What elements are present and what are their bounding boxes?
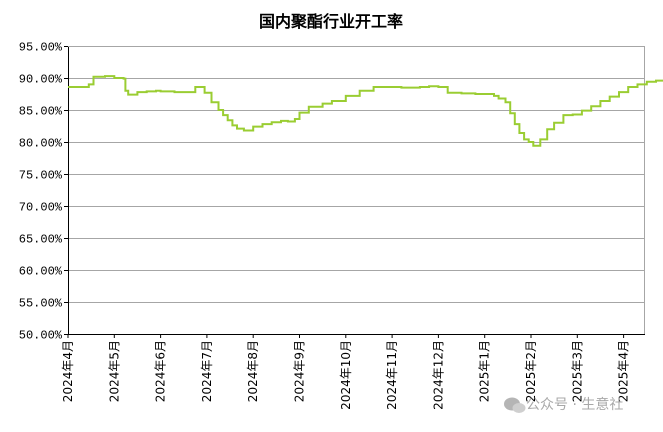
x-tick-label: 2025年3月 — [570, 340, 584, 402]
gridlines — [68, 78, 645, 303]
y-axis-tick-labels: 95.00% 90.00% 85.00% 80.00% 75.00% 70.00% 65.0… — [19, 41, 63, 343]
x-tick-label: 2025年2月 — [524, 340, 538, 402]
y-tick-label: 50.00% — [19, 329, 63, 343]
x-tick-label: 2025年4月 — [617, 340, 631, 402]
watermark: 公众号 · 生意社 — [504, 396, 623, 413]
y-tick-label: 70.00% — [19, 201, 63, 215]
y-tick-label: 90.00% — [19, 73, 63, 87]
axes — [64, 46, 645, 338]
y-tick-label: 55.00% — [19, 297, 63, 311]
x-tick-label: 2024年11月 — [385, 340, 399, 410]
y-tick-label: 65.00% — [19, 233, 63, 247]
x-tick-label: 2025年1月 — [478, 340, 492, 402]
x-tick-label: 2024年5月 — [107, 340, 121, 402]
y-tick-label: 95.00% — [19, 41, 63, 55]
x-tick-label: 2024年6月 — [154, 340, 168, 402]
y-tick-label: 80.00% — [19, 137, 63, 151]
wechat-logo-icon — [504, 397, 526, 413]
series-layer — [68, 75, 663, 147]
chart-title: 国内聚酯行业开工率 — [259, 12, 403, 31]
y-tick-label: 60.00% — [19, 265, 63, 279]
x-tick-label: 2024年9月 — [293, 340, 307, 402]
x-tick-label: 2024年12月 — [431, 340, 445, 410]
x-tick-label: 2024年10月 — [339, 340, 353, 410]
x-tick-label: 2024年7月 — [200, 340, 214, 402]
series-line — [68, 75, 663, 147]
x-axis-tick-labels: 2024年4月 2024年5月 2024年6月 2024年7月 2024年8月 2024年… — [61, 340, 631, 410]
x-tick-label: 2024年8月 — [246, 340, 260, 402]
y-tick-label: 85.00% — [19, 105, 63, 119]
x-tick-label: 2024年4月 — [61, 340, 75, 402]
watermark-text: 公众号 · 生意社 — [526, 396, 623, 413]
y-tick-label: 75.00% — [19, 169, 63, 183]
